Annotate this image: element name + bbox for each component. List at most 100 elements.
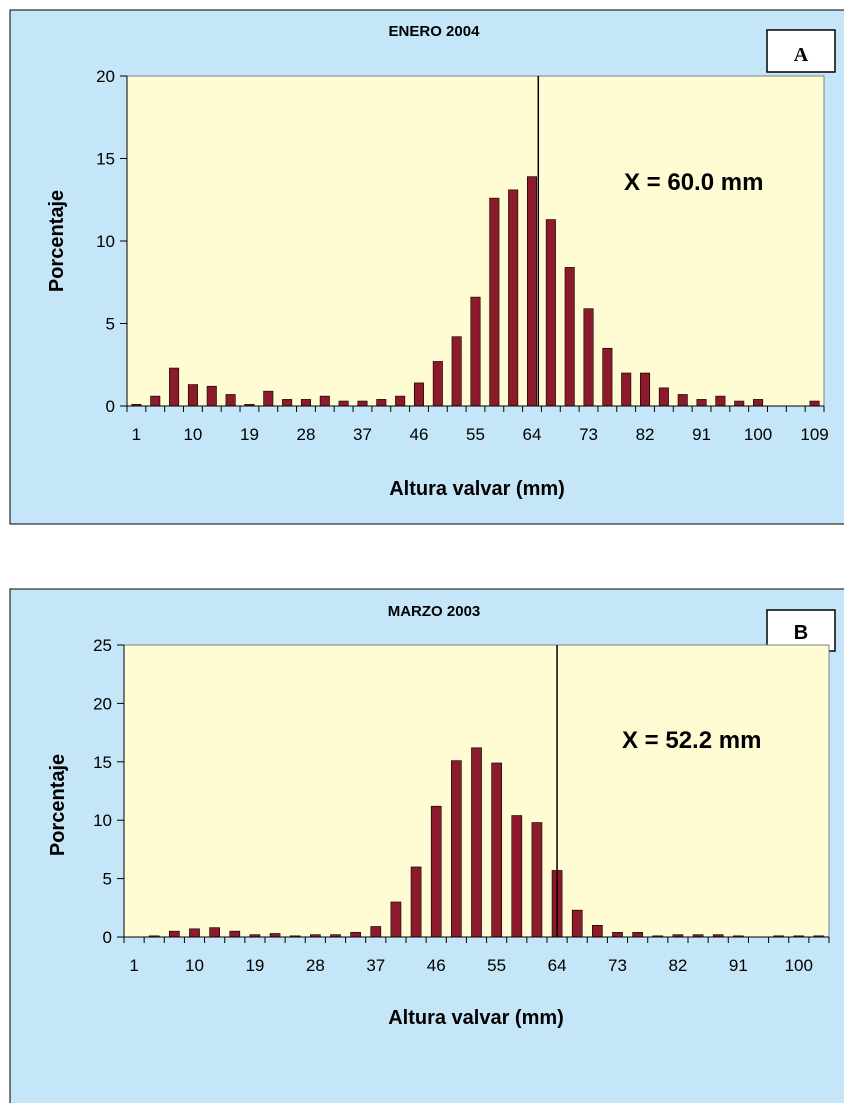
chart-a-panel-label-box xyxy=(766,29,836,73)
bar xyxy=(319,395,330,407)
bar xyxy=(150,395,161,407)
x-tick-label: 37 xyxy=(353,425,372,444)
bar xyxy=(189,928,200,938)
bar xyxy=(583,308,594,407)
x-tick-label: 55 xyxy=(466,425,485,444)
x-tick-label: 100 xyxy=(785,956,813,975)
x-tick-label: 10 xyxy=(183,425,202,444)
x-tick-label: 1 xyxy=(132,425,141,444)
bar xyxy=(187,384,198,407)
x-tick-label: 82 xyxy=(668,956,687,975)
bar xyxy=(809,400,820,407)
bar xyxy=(229,930,241,938)
x-tick-label: 73 xyxy=(608,956,627,975)
chart-b-title: MARZO 2003 xyxy=(388,603,481,620)
y-tick-label: 10 xyxy=(93,811,112,830)
bar xyxy=(395,395,406,407)
chart-a-annotation: X = 60.0 mm xyxy=(624,169,763,196)
x-tick-label: 91 xyxy=(692,425,711,444)
bar xyxy=(206,385,217,407)
bar xyxy=(451,760,462,938)
x-tick-label: 10 xyxy=(185,956,204,975)
y-tick-label: 5 xyxy=(106,315,115,334)
chart-b-x-ticks: 1 10 19 28 37 46 55 64 73 82 91 100 xyxy=(123,937,830,975)
bar xyxy=(169,930,180,938)
bar xyxy=(300,399,311,407)
bar xyxy=(612,932,623,938)
bar xyxy=(508,189,519,407)
chart-a-x-axis-title: Altura valvar (mm) xyxy=(389,478,565,500)
x-tick-label: 109 xyxy=(800,425,828,444)
chart-a-y-axis-title: Porcentaje xyxy=(46,190,68,292)
bar xyxy=(269,933,281,938)
x-tick-label: 19 xyxy=(245,956,264,975)
chart-a-x-ticks: 1 10 19 28 37 46 55 64 73 82 91 100 109 xyxy=(126,406,829,444)
bar xyxy=(410,866,422,938)
chart-panel-a: ENERO 2004 A 0 5 10 15 20 1 10 19 28 37 46 55 64 73 8… xyxy=(9,9,844,525)
y-tick-label: 0 xyxy=(103,928,112,947)
y-tick-label: 5 xyxy=(103,870,112,889)
bar xyxy=(432,361,443,407)
chart-panel-b: MARZO 2003 B 0 5 10 15 20 25 1 10 19 28 37 46 55 64 7… xyxy=(9,588,844,1103)
chart-a-bars xyxy=(131,176,820,407)
bar xyxy=(734,400,745,407)
bar xyxy=(621,372,632,407)
x-tick-label: 28 xyxy=(306,956,325,975)
y-tick-label: 20 xyxy=(93,694,112,713)
bar xyxy=(571,909,583,938)
bar xyxy=(430,805,442,938)
x-tick-label: 28 xyxy=(296,425,315,444)
bar xyxy=(338,400,349,407)
bar xyxy=(531,822,543,938)
chart-b-y-ticks: 0 5 10 15 20 25 xyxy=(93,636,124,947)
bar xyxy=(564,267,575,407)
bar xyxy=(696,399,707,407)
bar xyxy=(753,399,764,407)
bar xyxy=(263,390,274,407)
chart-a-y-ticks: 0 5 10 15 20 xyxy=(96,67,127,416)
x-tick-label: 73 xyxy=(579,425,598,444)
x-tick-label: 37 xyxy=(366,956,385,975)
bar xyxy=(390,901,402,938)
bar xyxy=(602,347,613,407)
chart-b-panel-label-box xyxy=(766,609,836,652)
bar xyxy=(376,399,387,407)
x-tick-label: 64 xyxy=(523,425,542,444)
bar xyxy=(489,197,500,407)
bar xyxy=(471,747,482,938)
bar xyxy=(632,932,643,938)
y-tick-label: 15 xyxy=(96,150,115,169)
bar xyxy=(592,925,603,938)
bar xyxy=(451,336,462,407)
y-tick-label: 0 xyxy=(106,397,115,416)
bar xyxy=(511,815,523,938)
chart-b-bars xyxy=(148,747,825,938)
bar xyxy=(545,219,556,407)
bar xyxy=(677,394,688,407)
bar xyxy=(413,382,424,407)
bar xyxy=(640,372,651,407)
chart-b-x-axis-title: Altura valvar (mm) xyxy=(388,1007,564,1029)
chart-a-title: ENERO 2004 xyxy=(389,23,481,40)
chart-b-annotation: X = 52.2 mm xyxy=(622,727,761,754)
bar xyxy=(715,395,726,407)
x-tick-label: 46 xyxy=(410,425,429,444)
x-tick-label: 55 xyxy=(487,956,506,975)
x-tick-label: 82 xyxy=(636,425,655,444)
x-tick-label: 64 xyxy=(548,956,567,975)
bar xyxy=(357,400,368,407)
bar xyxy=(209,927,220,938)
bar xyxy=(225,394,236,407)
bar xyxy=(470,296,481,407)
chart-b-y-axis-title: Porcentaje xyxy=(47,754,69,856)
y-tick-label: 20 xyxy=(96,67,115,86)
bar xyxy=(527,176,538,407)
bar xyxy=(370,926,382,938)
chart-b-panel-label: B xyxy=(794,622,808,644)
x-tick-label: 100 xyxy=(744,425,772,444)
x-tick-label: 1 xyxy=(129,956,138,975)
x-tick-label: 91 xyxy=(729,956,748,975)
bar xyxy=(658,387,669,407)
bar xyxy=(350,932,361,938)
chart-a-panel-label: A xyxy=(794,44,809,66)
